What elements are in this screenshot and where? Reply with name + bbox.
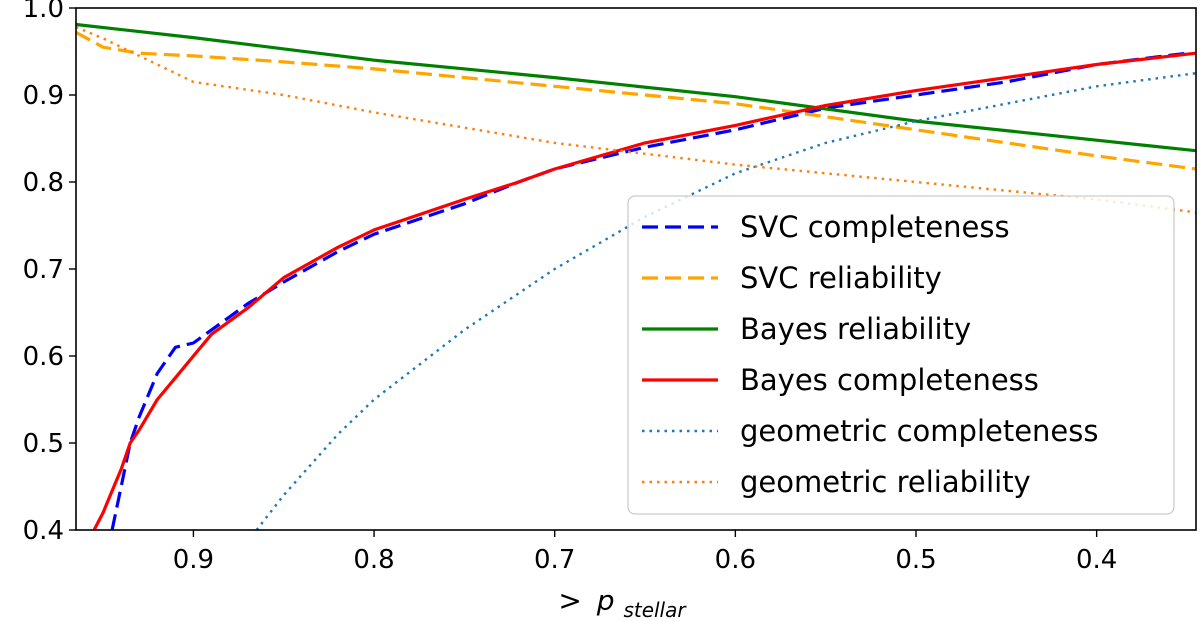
legend-label: SVC reliability (740, 261, 942, 295)
legend-label: Bayes completeness (740, 363, 1039, 397)
x-tick-label: 0.4 (1076, 545, 1117, 575)
y-tick-label: 0.8 (23, 168, 64, 198)
x-axis-label-symbol: p (596, 584, 615, 617)
legend: SVC completeness SVC reliability Bayes rel… (627, 195, 1175, 515)
x-tick-label: 0.8 (353, 545, 394, 575)
series-line-geometric-reliability (76, 25, 1196, 214)
axis-ticks: 0.9 0.8 0.7 0.6 0.5 0.4 0.4 0.5 0.6 0.7 0.8 0.9 1.0 (23, 0, 1118, 575)
x-tick-label: 0.5 (895, 545, 936, 575)
legend-box (627, 195, 1175, 515)
svg-text:> p stellar: > p stellar (558, 584, 687, 622)
series-line-svc-completeness (110, 51, 1188, 530)
x-axis-label-subscript: stellar (623, 598, 687, 622)
legend-label: geometric completeness (740, 414, 1099, 448)
series-line-bayes-reliability (76, 22, 1196, 153)
legend-label: Bayes reliability (740, 312, 971, 346)
x-tick-label: 0.7 (534, 545, 575, 575)
x-tick-label: 0.6 (715, 545, 756, 575)
x-tick-label: 0.9 (173, 545, 214, 575)
series-line-svc-reliability (76, 30, 1196, 171)
y-tick-label: 0.4 (23, 516, 64, 546)
y-tick-label: 0.5 (23, 429, 64, 459)
legend-label: geometric reliability (740, 465, 1031, 499)
legend-label: SVC completeness (740, 210, 1010, 244)
series-line-bayes-completeness (92, 51, 1196, 530)
y-tick-label: 0.6 (23, 342, 64, 372)
x-axis-label-prefix: > (558, 584, 581, 617)
x-axis-label: > p stellar (558, 584, 687, 622)
y-tick-label: 0.7 (23, 255, 64, 285)
y-tick-label: 1.0 (23, 0, 64, 24)
y-tick-label: 0.9 (23, 81, 64, 111)
